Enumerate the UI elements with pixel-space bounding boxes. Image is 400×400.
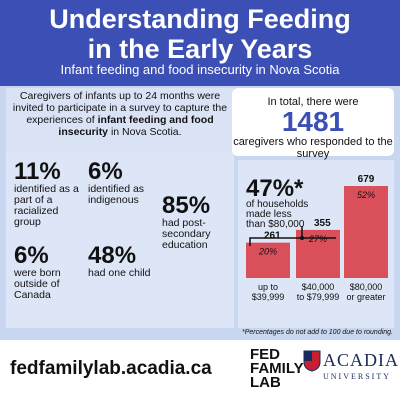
total-card-line2: caregivers who responded to the survey — [233, 136, 393, 160]
total-respondents-card: In total, there were 1481 caregivers who… — [232, 88, 394, 160]
page-title-line1: Understanding Feeding — [49, 4, 351, 34]
intro-text-bold: infant feeding and food insecurity — [58, 114, 214, 138]
logo1-line2: FAMILY — [250, 360, 304, 377]
category-label-1: up to $39,999 — [252, 282, 285, 302]
footer: fedfamilylab.acadia.ca FED FAMILY LAB AC… — [0, 340, 400, 400]
income-chart: 261 20% 355 27% 679 52% up to $39,999 $40,000 to … — [246, 174, 388, 302]
stat-education-pct: 85% — [162, 192, 211, 219]
income-callout-pct: 47%* — [246, 175, 304, 202]
fed-family-lab-logo: FED FAMILY LAB — [250, 346, 304, 391]
footnote: *Percentages do not add to 100 due to ro… — [242, 329, 394, 336]
income-bar-1 — [246, 242, 290, 278]
callout-bracket — [249, 226, 336, 246]
bar-value-label-1: 261 — [264, 231, 281, 242]
intro-text: Caregivers of infants up to 24 months we… — [6, 88, 234, 152]
stat-indigenous-pct: 6% — [88, 158, 123, 185]
bar-value-label-2: 355 — [314, 218, 331, 229]
stat-one-child: 48% had one child — [88, 244, 158, 279]
bar-value-label-3: 679 — [358, 174, 375, 185]
intro-text-end: in Nova Scotia. — [108, 126, 182, 138]
stat-born-outside-pct: 6% — [14, 242, 49, 269]
total-card-number: 1481 — [281, 106, 345, 137]
acadia-logo-name: ACADIA — [323, 350, 399, 370]
demographics-panel — [6, 152, 234, 328]
stat-born-outside-desc: were born outside of Canada — [14, 267, 61, 301]
total-card-line1: In total, there were — [267, 96, 359, 108]
bar-percent-label-1: 20% — [258, 247, 277, 257]
header-banner: Understanding Feeding in the Early Years… — [0, 0, 400, 86]
stat-indigenous-desc: identified as indigenous — [88, 183, 145, 206]
stat-racialized-pct: 11% — [14, 158, 61, 185]
category-label-2: $40,000 to $79,999 — [297, 282, 340, 302]
logo1-line1: FED — [250, 346, 280, 363]
stat-racialized-desc: identified as a part of a racialized gro… — [14, 183, 79, 228]
acadia-logo-sub: UNIVERSITY — [323, 372, 391, 381]
page-title-line2: in the Early Years — [87, 34, 313, 64]
callout-dot — [300, 236, 304, 240]
website-link[interactable]: fedfamilylab.acadia.ca — [10, 358, 212, 379]
stat-born-outside: 6% were born outside of Canada — [14, 244, 86, 301]
stat-racialized: 11% identified as a part of a racialized… — [14, 160, 84, 228]
income-callout-desc: of households made less than $80,000 — [246, 199, 308, 230]
income-bar-3 — [344, 186, 388, 278]
logo1-line3: LAB — [250, 374, 281, 391]
stat-one-child-desc: had one child — [88, 267, 151, 279]
intro-text-start: Caregivers of infants up to 24 months we… — [12, 90, 228, 126]
acadia-shield-icon — [303, 350, 321, 372]
stat-indigenous: 6% identified as indigenous — [88, 160, 158, 206]
stat-education: 85% had post-secondary education — [162, 194, 230, 251]
category-label-3: $80,000 or greater — [346, 282, 385, 302]
bar-percent-label-2: 27% — [308, 234, 327, 244]
stat-education-desc: had post-secondary education — [162, 217, 211, 251]
bar-percent-label-3: 52% — [357, 190, 375, 200]
stat-one-child-pct: 48% — [88, 242, 137, 269]
page-subtitle: Infant feeding and food insecurity in No… — [60, 62, 340, 77]
